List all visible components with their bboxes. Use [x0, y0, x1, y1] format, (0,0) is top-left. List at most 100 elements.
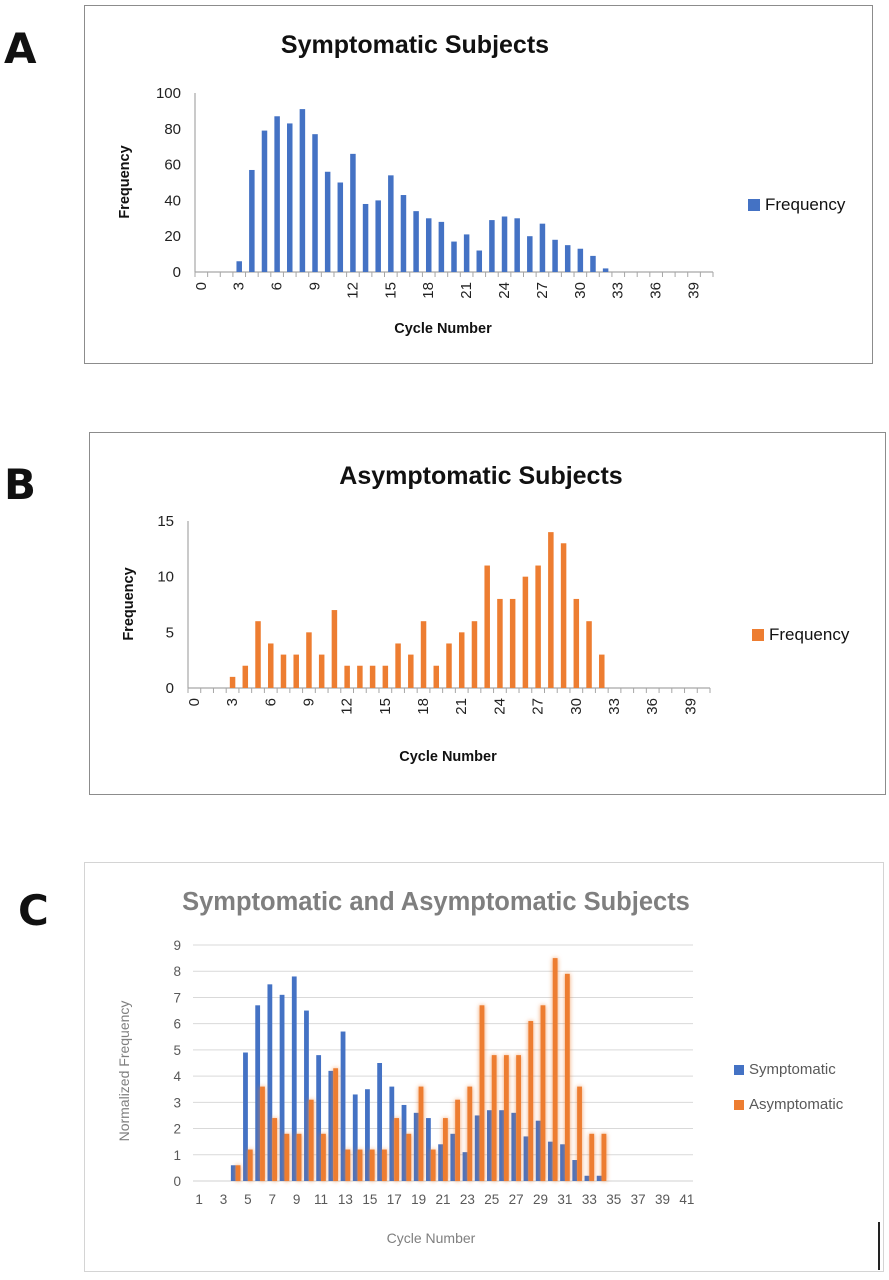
legend-label: Symptomatic — [749, 1061, 836, 1078]
bar-asymptomatic-17 — [394, 1118, 400, 1181]
bar-asymptomatic-16 — [382, 1149, 387, 1181]
panel-letter-c: C — [18, 886, 49, 935]
bar-asymptomatic-25 — [491, 1055, 497, 1181]
bar-frequency-25 — [509, 598, 516, 688]
bar-asymptomatic-11 — [321, 1133, 326, 1181]
legend-label: Frequency — [765, 195, 846, 214]
x-tick-label: 15 — [382, 282, 399, 299]
x-tick-label: 29 — [533, 1192, 548, 1207]
bar-frequency-9 — [306, 632, 312, 688]
bar-asymptomatic-24 — [479, 1005, 485, 1181]
x-tick-label: 33 — [610, 282, 627, 299]
x-tick-label: 13 — [338, 1192, 353, 1207]
x-tick-label: 41 — [679, 1192, 694, 1207]
chart-title: Symptomatic Subjects — [281, 31, 549, 59]
bar-symptomatic-27 — [511, 1112, 517, 1181]
bar-frequency-16 — [395, 643, 401, 688]
x-tick-label: 9 — [293, 1192, 301, 1207]
bar-frequency-6 — [274, 116, 280, 273]
x-tick-label: 15 — [377, 698, 394, 715]
y-tick-label: 5 — [173, 1043, 181, 1058]
bar-symptomatic-30 — [547, 1141, 553, 1181]
bar-frequency-8 — [299, 109, 306, 272]
bar-frequency-5 — [261, 130, 268, 272]
bar-frequency-29 — [564, 245, 571, 272]
bar-frequency-19 — [438, 221, 445, 272]
bar-symptomatic-5 — [243, 1052, 248, 1181]
bar-frequency-32 — [602, 268, 609, 272]
y-tick-label: 60 — [164, 157, 181, 174]
x-tick-label: 6 — [262, 698, 279, 706]
y-tick-label: 7 — [173, 990, 181, 1005]
bar-symptomatic-24 — [474, 1115, 480, 1181]
bar-asymptomatic-8 — [284, 1133, 290, 1181]
bar-symptomatic-8 — [279, 994, 285, 1181]
bar-asymptomatic-21 — [443, 1118, 448, 1181]
x-tick-label: 35 — [606, 1192, 621, 1207]
bar-asymptomatic-33 — [589, 1133, 595, 1181]
bar-asymptomatic-18 — [406, 1133, 412, 1181]
bar-symptomatic-10 — [304, 1010, 309, 1181]
bar-symptomatic-17 — [389, 1086, 395, 1181]
x-tick-label: 24 — [496, 282, 513, 299]
x-tick-label: 9 — [307, 282, 324, 290]
bar-frequency-3 — [236, 261, 242, 272]
bar-symptomatic-7 — [267, 984, 273, 1181]
bar-frequency-9 — [312, 134, 318, 272]
chart-b-frame: 0 5 10 15 0 3 6 9 12 15 18 21 24 27 30 33 36 39 Asymptomat… — [89, 432, 886, 795]
x-tick-label: 18 — [420, 282, 437, 299]
x-tick-label: 36 — [648, 282, 665, 299]
x-tick-label: 7 — [269, 1192, 277, 1207]
chart-a-frame: 0 20 40 60 80 100 0 3 6 9 12 15 18 21 24 27 30 33 36 39 Symp… — [84, 5, 873, 364]
x-tick-label: 21 — [453, 698, 470, 715]
x-tick-label: 30 — [572, 282, 589, 299]
y-tick-label: 3 — [173, 1095, 181, 1110]
x-tick-label: 31 — [557, 1192, 572, 1207]
bar-symptomatic-19 — [413, 1112, 419, 1181]
y-tick-label: 4 — [173, 1069, 181, 1084]
bar-frequency-15 — [382, 665, 389, 688]
bar-frequency-18 — [425, 218, 432, 272]
x-tick-label: 12 — [339, 698, 356, 715]
bar-symptomatic-14 — [352, 1094, 358, 1181]
bar-symptomatic-26 — [499, 1110, 504, 1181]
y-tick-label: 15 — [157, 513, 174, 530]
x-tick-label: 9 — [300, 698, 317, 706]
y-tick-label: 6 — [173, 1017, 181, 1032]
x-tick-label: 24 — [491, 698, 508, 715]
y-axis-label: Normalized Frequency — [116, 1001, 132, 1142]
x-tick-label: 6 — [269, 282, 286, 290]
bar-frequency-3 — [229, 676, 236, 688]
bar-frequency-26 — [522, 576, 529, 688]
bar-frequency-12 — [344, 665, 350, 688]
y-tick-label: 100 — [156, 85, 181, 102]
bar-asymptomatic-7 — [272, 1118, 278, 1181]
bar-asymptomatic-31 — [564, 973, 570, 1181]
bar-symptomatic-28 — [523, 1136, 529, 1181]
bar-symptomatic-18 — [401, 1104, 407, 1181]
bar-symptomatic-21 — [438, 1144, 443, 1181]
bar-frequency-27 — [535, 565, 541, 688]
bar-asymptomatic-30 — [552, 958, 558, 1181]
bar-frequency-28 — [548, 532, 554, 688]
bar-frequency-11 — [337, 182, 344, 272]
x-tick-label: 19 — [411, 1192, 426, 1207]
x-tick-label: 25 — [484, 1192, 499, 1207]
bar-asymptomatic-27 — [516, 1055, 521, 1181]
y-tick-label: 0 — [173, 1174, 181, 1189]
bar-symptomatic-33 — [584, 1175, 590, 1181]
bar-asymptomatic-6 — [260, 1086, 265, 1181]
bar-symptomatic-12 — [328, 1070, 334, 1181]
bar-frequency-21 — [458, 632, 465, 688]
bar-asymptomatic-15 — [369, 1149, 375, 1181]
bar-frequency-31 — [590, 255, 596, 272]
y-tick-label: 10 — [157, 569, 174, 586]
bar-frequency-23 — [484, 565, 490, 688]
x-tick-label: 17 — [387, 1192, 402, 1207]
x-tick-label: 21 — [458, 282, 475, 299]
bar-frequency-7 — [280, 654, 287, 688]
bar-frequency-29 — [560, 543, 567, 688]
bar-symptomatic-29 — [535, 1120, 541, 1181]
x-tick-label: 1 — [195, 1192, 203, 1207]
